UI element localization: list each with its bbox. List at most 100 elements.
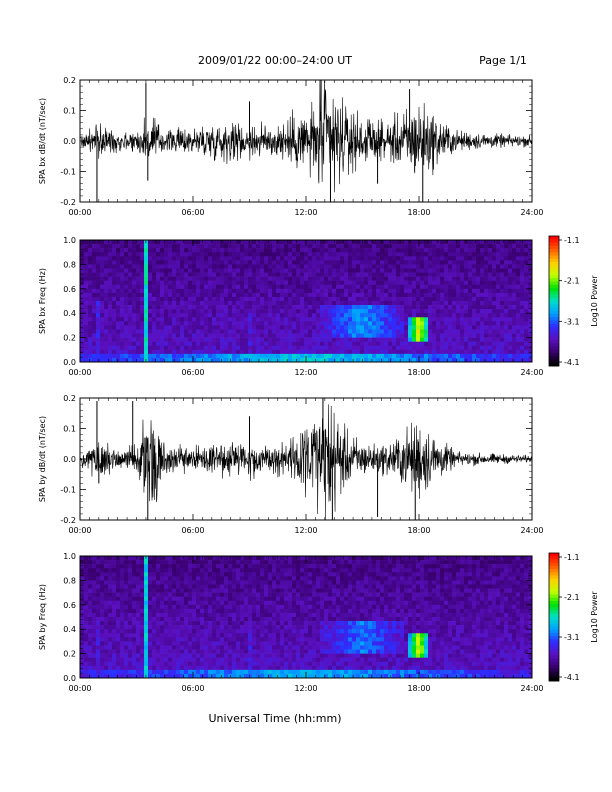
spectrogram-cell [288,317,293,322]
spectrogram-cell [168,248,173,253]
spectrogram-cell [372,292,377,298]
spectrogram-cell [260,301,265,306]
spectrogram-cell [88,317,93,322]
spectrogram-cell [364,313,369,318]
spectrogram-cell [176,556,181,561]
spectrogram-cell [148,621,153,626]
spectrogram-cell [364,252,369,257]
spectrogram-cell [432,337,437,342]
spectrogram-cell [324,276,329,281]
spectrogram-cell [420,313,425,318]
spectrogram-cell [468,248,473,253]
spectrogram-cell [516,317,521,322]
spectrogram-cell [156,592,161,597]
spectrogram-cell [224,612,229,618]
spectrogram-cell [352,244,357,249]
spectrogram-cell [80,592,85,597]
spectrogram-cell [284,276,289,281]
spectrogram-cell [520,317,525,322]
spectrogram-cell [168,661,173,667]
spectrogram-cell [248,264,253,269]
spectrogram-cell [460,357,465,363]
spectrogram-cell [392,333,397,338]
spectrogram-cell [436,248,441,253]
spectrogram-cell [200,321,205,326]
spectrogram-cell [392,341,397,347]
spectrogram-cell [88,645,93,650]
spectrogram-cell [100,621,105,626]
spectrogram-cell [196,321,201,326]
spectrogram-cell [88,641,93,646]
spectrogram-cell [444,345,449,351]
spectrogram-cell [296,272,301,277]
spectrogram-cell [136,301,141,306]
spectrogram-cell [184,621,189,626]
spectrogram-cell [380,296,385,302]
spectrogram-cell [188,353,193,359]
spectrogram-cell [160,572,165,577]
spectrogram-cell [496,341,501,347]
spectrogram-cell [100,612,105,618]
spectrogram-cell [336,317,341,322]
spectrogram-cell [480,337,485,342]
spectrogram-cell [180,256,185,261]
spectrogram-cell [176,576,181,581]
spectrogram-cell [92,349,97,355]
spectrogram-cell [244,292,249,298]
spectrogram-cell [168,564,173,569]
spectrogram-cell [124,337,129,342]
spectrogram-cell [344,244,349,249]
spectrogram-cell [520,268,525,273]
spectrogram-cell [116,272,121,277]
spectrogram-cell [204,296,209,302]
spectrogram-cell [132,313,137,318]
spectrogram-cell [176,309,181,314]
spectrogram-cell [100,321,105,326]
spectrogram-cell [292,337,297,342]
y-tick-label: 0.2 [63,394,76,403]
spectrogram-cell [288,276,293,281]
spectrogram-cell [276,317,281,322]
spectrogram-cell [184,329,189,334]
spectrogram-cell [224,604,229,610]
spectrogram-cell [368,309,373,314]
spectrogram-cell [208,572,213,577]
spectrogram-cell [92,240,97,245]
spectrogram-cell [128,317,133,322]
spectrogram-cell [80,345,85,351]
spectrogram-cell [232,309,237,314]
spectrogram-cell [204,625,209,630]
spectrogram-cell [160,353,165,359]
spectrogram-cell [168,653,173,658]
spectrogram-cell [376,345,381,351]
spectrogram-cell [332,288,337,294]
spectrogram-cell [212,317,217,322]
spectrogram-cell [84,604,89,610]
spectrogram-cell [448,244,453,249]
spectrogram-cell [408,248,413,253]
spectrogram-cell [364,284,369,290]
spectrogram-cell [312,244,317,249]
spectrogram-cell [404,268,409,273]
spectrogram-cell [196,600,201,606]
spectrogram-cell [372,268,377,273]
spectrogram-cell [376,252,381,257]
spectrogram-cell [88,608,93,614]
spectrogram-cell [392,264,397,269]
spectrogram-cell [336,321,341,326]
spectrogram-cell [116,280,121,286]
spectrogram-cell [220,625,225,630]
spectrogram-cell [200,248,205,253]
spectrogram-cell [172,272,177,277]
spectrogram-cell [80,305,85,310]
spectrogram-cell [216,600,221,606]
spectrogram-cell [176,665,181,671]
spectrogram-cell [128,248,133,253]
spectrogram-cell [108,629,113,634]
spectrogram-cell [380,288,385,294]
spectrogram-cell [376,284,381,290]
spectrogram-cell [332,325,337,330]
spectrogram-cell [84,580,89,585]
spectrogram-cell [328,321,333,326]
spectrogram-cell [220,309,225,314]
